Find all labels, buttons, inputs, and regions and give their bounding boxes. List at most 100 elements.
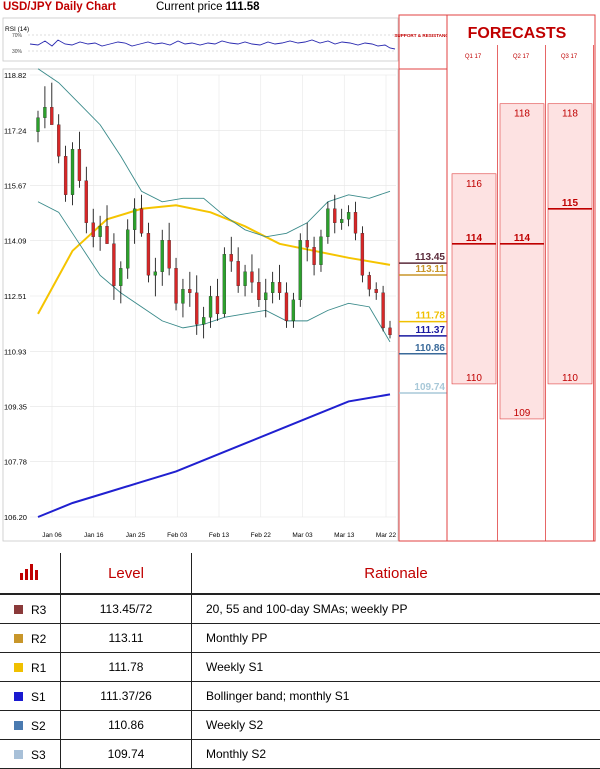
candle-body — [195, 293, 198, 325]
level-value-cell: 111.78 — [61, 653, 192, 682]
level-name-cell: S3 — [0, 740, 61, 769]
x-tick-label: Mar 22 — [376, 532, 397, 539]
level-name: R1 — [31, 660, 46, 674]
candle-body — [64, 156, 67, 195]
level-name: R3 — [31, 602, 46, 616]
level-value-cell: 111.37/26 — [61, 682, 192, 711]
x-tick-label: Feb 13 — [209, 532, 230, 539]
level-color-swatch — [14, 634, 23, 643]
candle-body — [278, 282, 281, 293]
bar-chart-icon — [0, 553, 61, 594]
rationale-cell: 20, 55 and 100-day SMAs; weekly PP — [192, 594, 600, 624]
rsi-label: RSI (14) — [5, 26, 29, 33]
support-label-text: SUPPORT & RESISTANCE — [394, 33, 451, 38]
level-color-swatch — [14, 605, 23, 614]
rationale-column-header: Rationale — [192, 553, 600, 594]
x-tick-label: Mar 03 — [292, 532, 313, 539]
candle-body — [57, 125, 60, 157]
level-color-swatch — [14, 750, 23, 759]
level-value-cell: 113.45/72 — [61, 594, 192, 624]
candle-body — [368, 275, 371, 289]
candle-body — [389, 328, 392, 335]
support-resistance-heading: SUPPORT & RESISTANCE — [394, 33, 451, 38]
table-header-row: Level Rationale — [0, 553, 600, 594]
rationale-cell: Weekly S2 — [192, 711, 600, 740]
candle-body — [147, 233, 150, 275]
candle-body — [299, 240, 302, 300]
level-value: 111.37 — [416, 325, 446, 336]
level-name: R2 — [31, 631, 46, 645]
candle-body — [175, 268, 178, 303]
level-name: S1 — [31, 689, 46, 703]
level-value-cell: 110.86 — [61, 711, 192, 740]
support-resistance-column — [399, 15, 447, 541]
candle-body — [354, 212, 357, 233]
candle-body — [181, 289, 184, 303]
x-tick-label: Feb 22 — [251, 532, 272, 539]
candle-body — [85, 181, 88, 223]
x-tick-label: Jan 16 — [84, 532, 104, 539]
candle-body — [112, 244, 115, 286]
candle-body — [237, 261, 240, 286]
candle-body — [133, 209, 136, 230]
candle-body — [313, 247, 316, 265]
candle-body — [223, 254, 226, 314]
level-value: 113.45 — [415, 252, 445, 263]
candle-body — [71, 149, 74, 195]
candle-body — [119, 268, 122, 286]
level-color-swatch — [14, 721, 23, 730]
forecasts-title: FORECASTS — [468, 25, 567, 42]
candle-body — [375, 289, 378, 293]
y-tick-label: 110.93 — [4, 347, 26, 356]
rsi-panel — [3, 18, 398, 61]
candle-body — [306, 240, 309, 247]
rsi-level-70: 70% — [12, 33, 23, 39]
rationale-cell: Monthly PP — [192, 624, 600, 653]
candle-body — [209, 296, 212, 317]
level-column-header: Level — [61, 553, 192, 594]
candle-body — [216, 296, 219, 314]
candle-body — [244, 272, 247, 286]
forecast-high: 118 — [562, 109, 578, 120]
level-name-cell: R1 — [0, 653, 61, 682]
forecast-mid: 114 — [466, 233, 483, 244]
candle-body — [333, 209, 336, 223]
candle-body — [43, 107, 46, 118]
candle-body — [188, 289, 191, 293]
price-panel — [3, 69, 398, 541]
forecast-quarter-label: Q1 17 — [465, 54, 482, 60]
candle-body — [347, 212, 350, 219]
chart-area: RSI (14) 70% 30% 118.82117.24115.67114.0… — [0, 0, 600, 549]
x-tick-label: Feb 03 — [167, 532, 188, 539]
candle-body — [326, 209, 329, 237]
candle-body — [250, 272, 253, 283]
candle-body — [140, 209, 143, 234]
candle-body — [271, 282, 274, 293]
y-tick-label: 107.78 — [4, 458, 27, 467]
forecast-quarter-label: Q2 17 — [513, 54, 530, 60]
level-name-cell: R2 — [0, 624, 61, 653]
candle-body — [257, 282, 260, 300]
level-name-cell: S2 — [0, 711, 61, 740]
forecast-high: 118 — [514, 109, 530, 120]
forecast-range-box — [548, 104, 592, 384]
x-tick-label: Jan 25 — [126, 532, 146, 539]
forecast-mid: 115 — [562, 198, 579, 209]
rationale-cell: Weekly S1 — [192, 653, 600, 682]
x-tick-label: Mar 13 — [334, 532, 355, 539]
level-value: 109.74 — [414, 382, 445, 393]
candle-body — [126, 230, 129, 269]
candle-body — [382, 293, 385, 328]
forecast-low: 110 — [466, 373, 482, 384]
forecast-low: 110 — [562, 373, 578, 384]
y-tick-label: 112.51 — [4, 292, 26, 301]
level-name-cell: R3 — [0, 594, 61, 624]
y-tick-label: 114.09 — [4, 237, 26, 246]
candle-body — [78, 149, 81, 181]
